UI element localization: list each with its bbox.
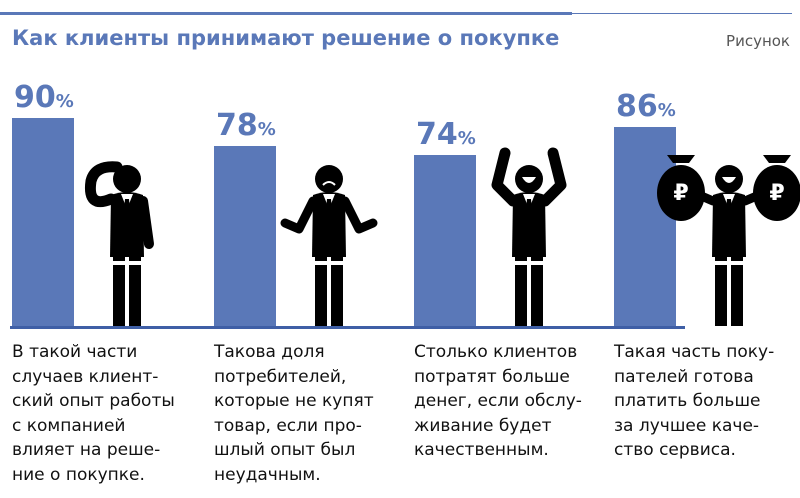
value-number: 78 (216, 107, 258, 143)
value-unit: % (457, 128, 476, 150)
ruble-symbol: ₽ (769, 181, 784, 206)
value-label-2: 78% (216, 107, 276, 143)
bar-3 (414, 155, 476, 327)
figure-label: Рисунок (726, 32, 790, 50)
chart-title: Как клиенты принимают решение о покупке (12, 26, 560, 50)
value-unit: % (257, 118, 276, 140)
value-unit: % (657, 100, 676, 122)
chart-baseline (10, 326, 685, 329)
shrugging-sad-man-icon (280, 165, 378, 326)
cheering-man-icon (491, 147, 567, 326)
thinking-man-icon (84, 161, 154, 326)
value-label-1: 90% (14, 83, 74, 113)
money-shape: ₽ ₽ (657, 155, 800, 326)
bar-4 (614, 127, 676, 327)
bar-1 (12, 118, 74, 327)
value-number: 74 (416, 117, 458, 153)
bar-description-3: Столько клиентов потратят больше денег, … (414, 342, 582, 460)
value-unit: % (55, 91, 74, 112)
bar-description-2: Такова доля потребителей, которые не куп… (214, 342, 374, 485)
money-bag-right-icon: ₽ (753, 155, 800, 221)
bar-description-4: Такая часть поку- пателей готова платить… (614, 342, 775, 460)
bar-2 (214, 145, 276, 327)
man-with-money-bags-icon: ₽ ₽ (657, 155, 800, 326)
value-number: 90 (14, 80, 56, 115)
value-number: 86 (616, 89, 658, 125)
bar-description-1: В такой части случаев клиент- ский опыт … (12, 342, 175, 485)
header-rule-thin (572, 13, 792, 14)
value-label-4: 86% (616, 92, 676, 122)
shrug-shape (280, 165, 378, 326)
ruble-symbol: ₽ (673, 181, 688, 206)
cheer-shape (491, 147, 567, 326)
money-bag-left-icon: ₽ (657, 155, 705, 221)
header-rule (0, 12, 572, 15)
thinking-shape (84, 161, 154, 326)
value-label-3: 74% (416, 120, 476, 150)
